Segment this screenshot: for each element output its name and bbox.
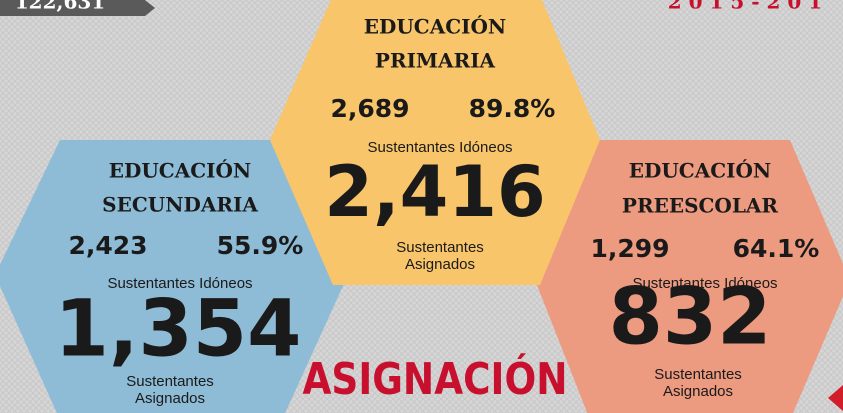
hexagon-primaria: [270, 0, 600, 285]
sustentantes: 1,299: [590, 234, 669, 263]
percent: 64.1%: [733, 234, 820, 263]
card-title: EDUCACIÓN: [629, 158, 771, 183]
total-tag: [0, 0, 155, 16]
asignados-label: Asignados: [663, 383, 733, 400]
card-title: SECUNDARIA: [102, 193, 258, 217]
corner-arrow: [828, 385, 843, 411]
hexagon-secundaria: [0, 140, 348, 413]
period: 2 0 1 5 - 2 0 1: [668, 0, 822, 14]
asignados: 832: [609, 272, 772, 362]
percent: 55.9%: [217, 231, 304, 260]
asignados-label: Sustentantes: [396, 239, 484, 256]
footer-title: ASIGNACIÓN: [303, 352, 568, 405]
asignados-label: Sustentantes: [654, 366, 742, 383]
sustentantes: 2,423: [68, 231, 147, 260]
asignados: 1,354: [55, 284, 302, 374]
card-title: PREESCOLAR: [622, 194, 779, 218]
percent: 89.8%: [469, 94, 556, 123]
asignados-label: Asignados: [405, 256, 475, 273]
idoneos-label: Sustentantes Idóneos: [367, 139, 512, 156]
card-title: EDUCACIÓN: [109, 158, 251, 183]
hexagon-preescolar: [535, 140, 843, 413]
asignados-label: Sustentantes: [126, 373, 214, 390]
sustentantes: 2,689: [330, 94, 409, 123]
asignados: 2,416: [324, 151, 545, 233]
idoneos-label: Sustentantes Idóneos: [632, 275, 777, 292]
total: 122,631: [15, 0, 105, 14]
idoneos-label: Sustentantes Idóneos: [107, 275, 252, 292]
card-title: PRIMARIA: [375, 49, 496, 73]
card-title: EDUCACIÓN: [364, 14, 506, 39]
asignados-label: Asignados: [135, 390, 205, 407]
